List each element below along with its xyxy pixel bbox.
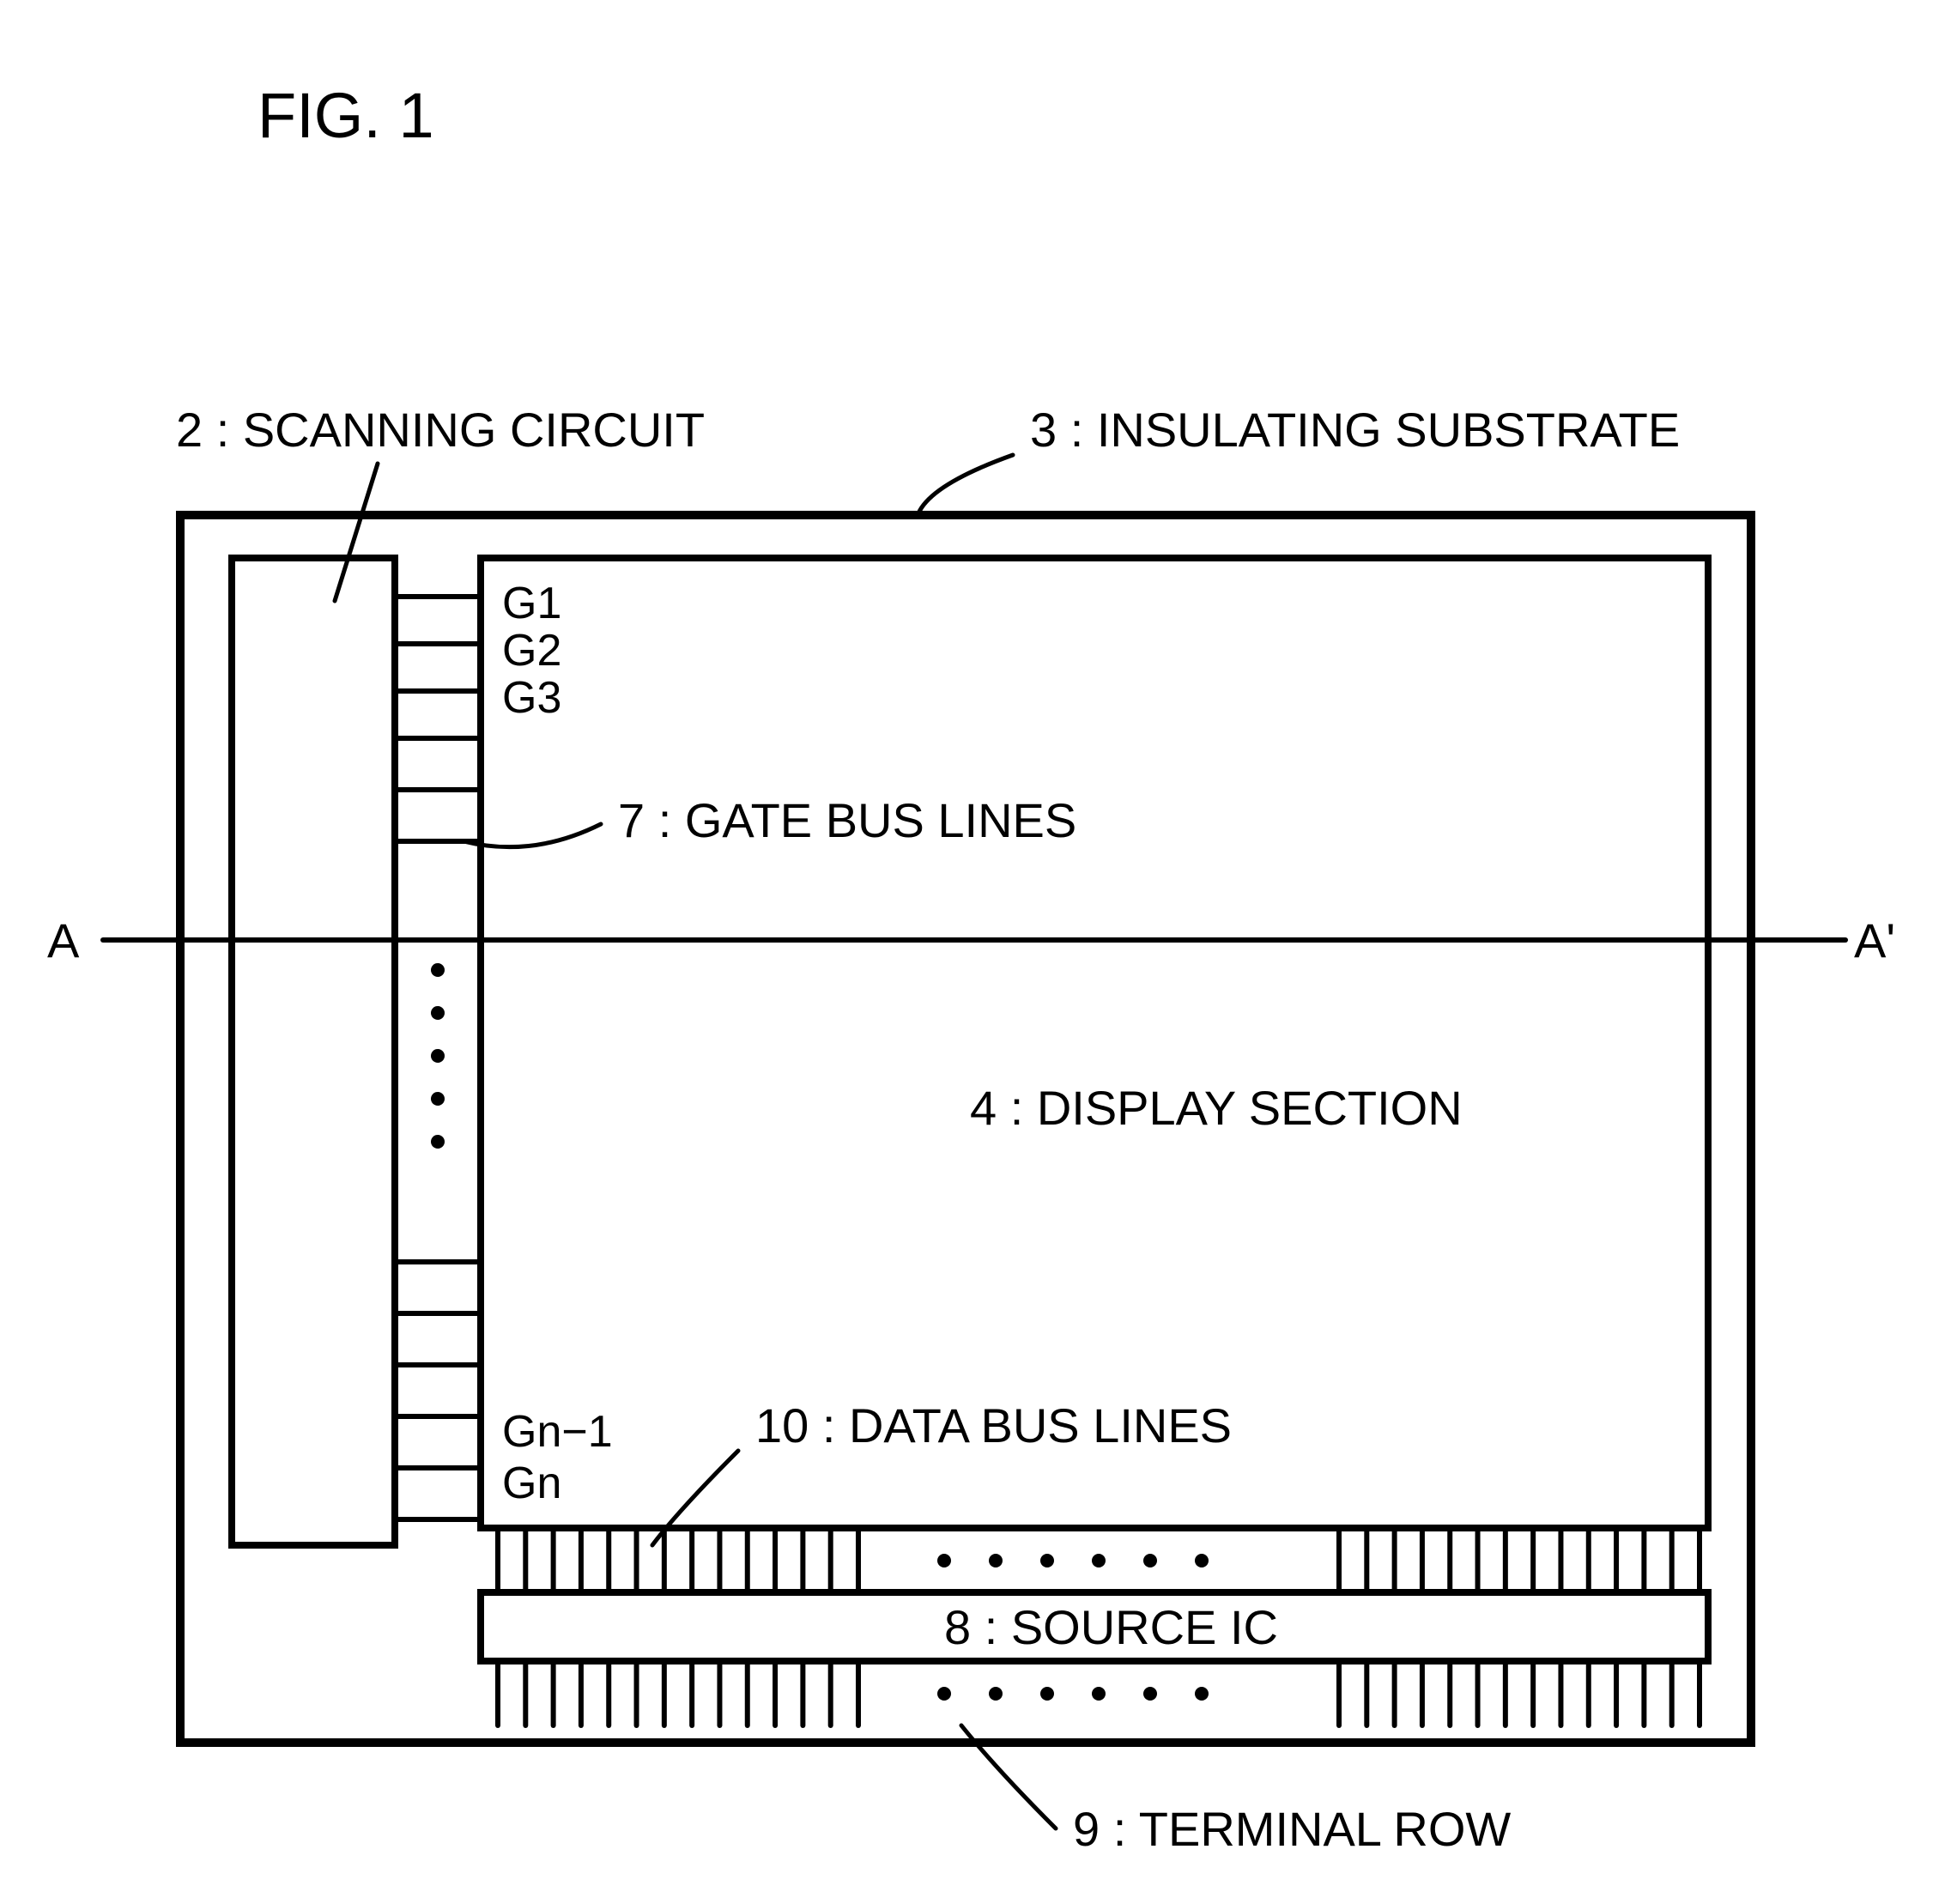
label-7-gate-bus-lines: 7 : GATE BUS LINES xyxy=(618,793,1076,847)
leader-2 xyxy=(335,464,378,601)
data-bus-dot-row1-3 xyxy=(1092,1554,1106,1567)
data-bus-dot-row1-1 xyxy=(989,1554,1003,1567)
gate-label-g2: G2 xyxy=(502,626,561,676)
gate-label-g1: G1 xyxy=(502,579,561,628)
data-bus-dot-row2-2 xyxy=(1040,1687,1054,1701)
data-bus-dot-row1-0 xyxy=(937,1554,951,1567)
label-3-insulating-substrate: 3 : INSULATING SUBSTRATE xyxy=(1030,403,1680,457)
gate-label-gn: Gn xyxy=(502,1458,561,1508)
gate-label-gn-1: Gn−1 xyxy=(502,1407,613,1457)
label-2-scanning-circuit: 2 : SCANNING CIRCUIT xyxy=(176,403,705,457)
insulating-substrate-rect xyxy=(180,515,1751,1743)
data-bus-dot-row2-3 xyxy=(1092,1687,1106,1701)
data-bus-dot-row1-4 xyxy=(1143,1554,1157,1567)
data-bus-dot-row2-4 xyxy=(1143,1687,1157,1701)
label-4-display-section: 4 : DISPLAY SECTION xyxy=(970,1081,1463,1135)
section-label-a: A xyxy=(47,913,80,967)
gate-bus-dot-4 xyxy=(431,1135,445,1149)
display-section-rect xyxy=(481,558,1708,1528)
data-bus-dot-row1-2 xyxy=(1040,1554,1054,1567)
gate-bus-dot-1 xyxy=(431,1006,445,1020)
label-8-source-ic: 8 : SOURCE IC xyxy=(944,1600,1278,1654)
data-bus-dot-row1-5 xyxy=(1195,1554,1209,1567)
gate-bus-dot-3 xyxy=(431,1092,445,1106)
label-10-data-bus-lines: 10 : DATA BUS LINES xyxy=(755,1398,1232,1452)
fig-title: FIG. 1 xyxy=(258,80,434,151)
label-9-terminal-row: 9 : TERMINAL ROW xyxy=(1073,1802,1511,1856)
gate-bus-dot-2 xyxy=(431,1049,445,1063)
gate-label-g3: G3 xyxy=(502,673,561,723)
section-label-a-prime: A' xyxy=(1854,913,1895,967)
data-bus-dot-row2-0 xyxy=(937,1687,951,1701)
gate-bus-dot-0 xyxy=(431,963,445,977)
scanning-circuit-rect xyxy=(232,558,395,1545)
leader-3 xyxy=(918,455,1013,513)
data-bus-dot-row2-5 xyxy=(1195,1687,1209,1701)
data-bus-dot-row2-1 xyxy=(989,1687,1003,1701)
